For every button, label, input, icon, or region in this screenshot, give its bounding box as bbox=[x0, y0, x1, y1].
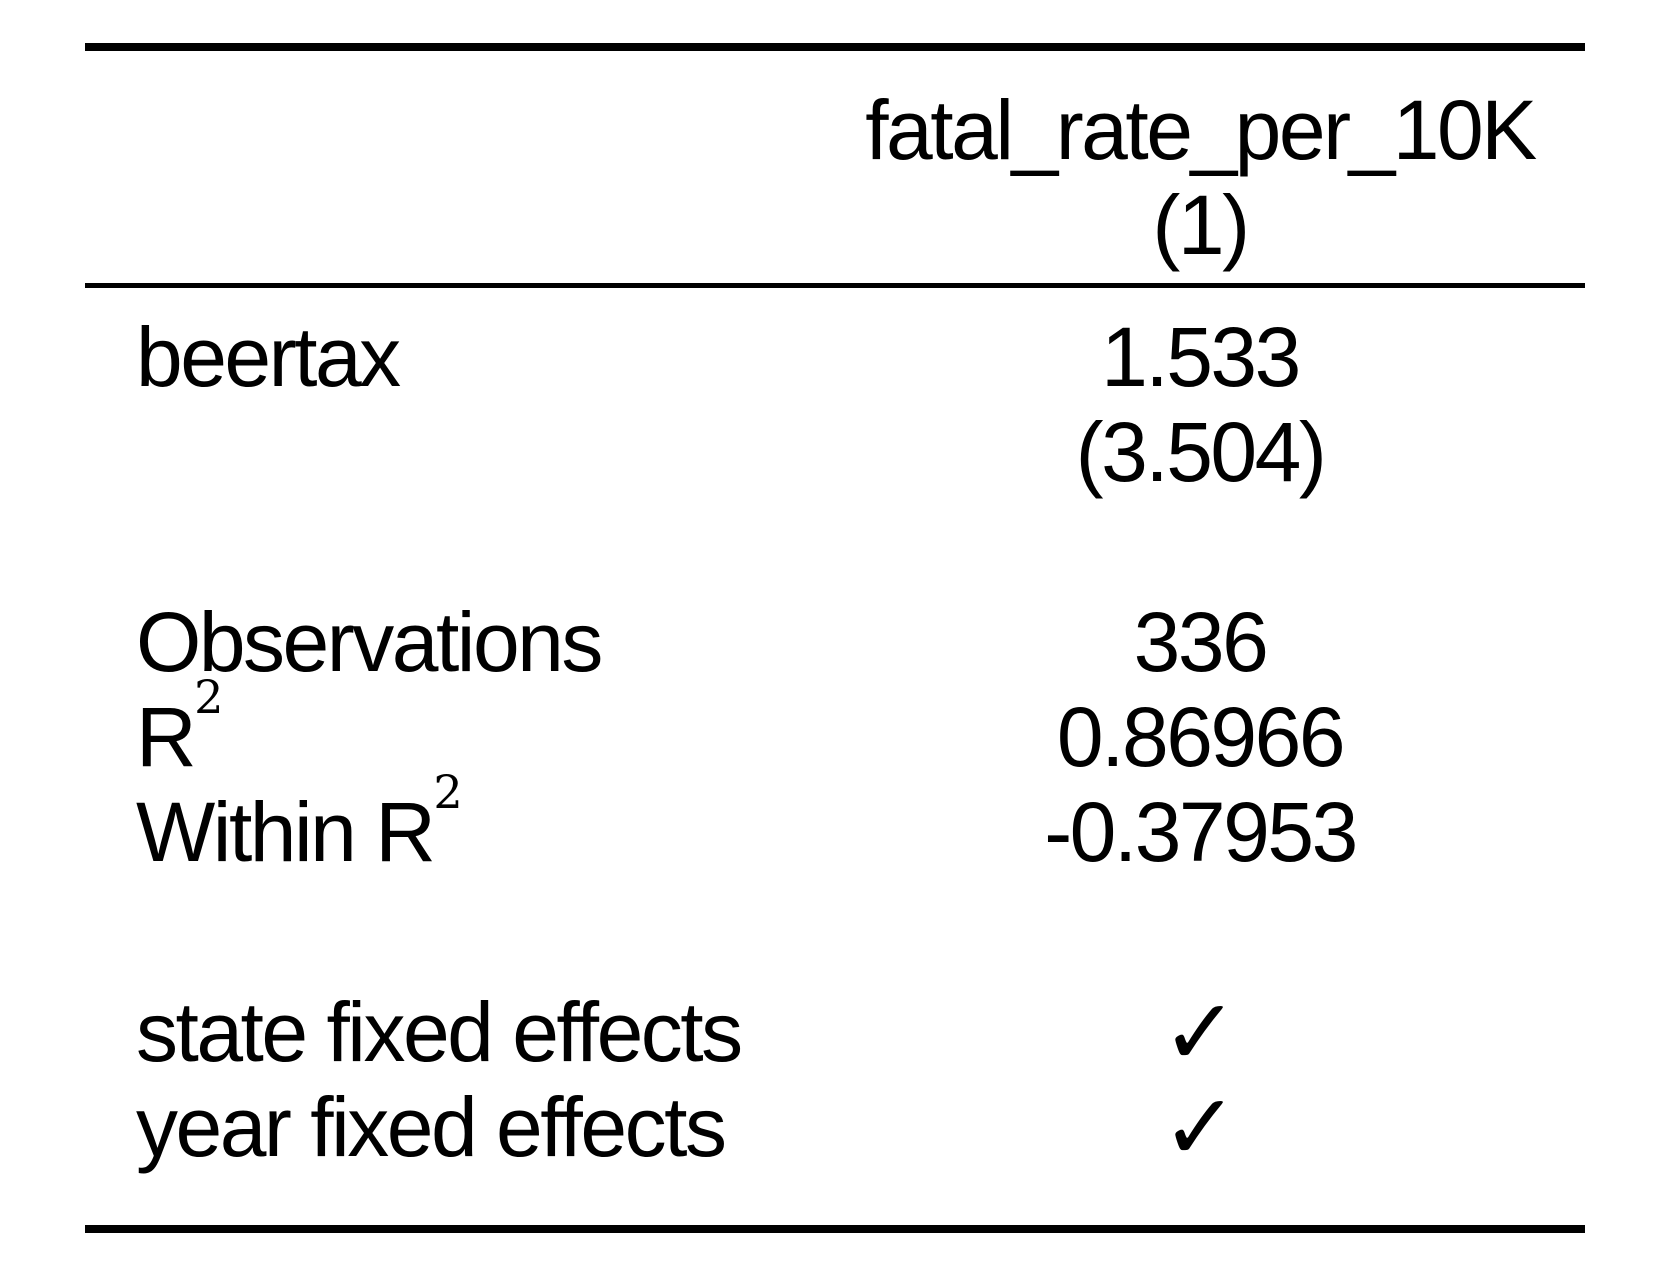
statistic-row-observations: Observations 336 bbox=[85, 595, 1585, 690]
table-body: beertax 1.533 (3.504) Observations 336 R… bbox=[85, 288, 1585, 1175]
table-header: fatal_rate_per_10K (1) bbox=[85, 51, 1585, 283]
coefficient-row: beertax 1.533 bbox=[85, 310, 1585, 405]
fixed-effect-row-year: year fixed effects ✓ bbox=[85, 1080, 1585, 1175]
coefficient-label: beertax bbox=[136, 310, 401, 404]
coefficient-estimate: 1.533 bbox=[1101, 310, 1301, 404]
bottom-rule bbox=[85, 1225, 1585, 1233]
statistic-label: Observations bbox=[136, 595, 603, 689]
statistic-value: 0.86966 bbox=[1056, 690, 1346, 784]
statistic-row-within-r-squared: Within R2 -0.37953 bbox=[85, 769, 1585, 880]
fixed-effect-row-state: state fixed effects ✓ bbox=[85, 985, 1585, 1080]
superscript-two: 2 bbox=[433, 764, 463, 819]
statistic-value: 336 bbox=[1133, 595, 1269, 689]
checkmark-icon: ✓ bbox=[1161, 979, 1239, 1086]
model-number-row: (1) bbox=[85, 178, 1585, 273]
empty-cell bbox=[85, 83, 815, 178]
fixed-effect-label: year fixed effects bbox=[136, 1080, 727, 1174]
statistic-label-base: R bbox=[136, 690, 197, 784]
regression-table: fatal_rate_per_10K (1) beertax 1.533 (3.… bbox=[85, 43, 1585, 1233]
statistic-value: -0.37953 bbox=[1044, 785, 1358, 879]
superscript-two: 2 bbox=[194, 669, 224, 724]
dependent-variable-row: fatal_rate_per_10K bbox=[85, 83, 1585, 178]
dependent-variable-header: fatal_rate_per_10K bbox=[865, 83, 1537, 177]
checkmark-icon: ✓ bbox=[1161, 1074, 1239, 1181]
empty-cell bbox=[85, 178, 815, 273]
statistic-label-base: Within R bbox=[136, 785, 436, 879]
fixed-effect-label: state fixed effects bbox=[136, 985, 743, 1079]
statistic-label: R2 bbox=[85, 674, 815, 785]
empty-cell bbox=[85, 405, 815, 500]
top-rule bbox=[85, 43, 1585, 51]
model-number-header: (1) bbox=[1152, 178, 1250, 272]
spacer-row bbox=[85, 880, 1585, 985]
statistic-label: Within R2 bbox=[85, 769, 815, 880]
mid-rule bbox=[85, 283, 1585, 288]
statistic-row-r-squared: R2 0.86966 bbox=[85, 674, 1585, 785]
spacer-row bbox=[85, 500, 1585, 595]
coefficient-std-error: (3.504) bbox=[1075, 405, 1327, 499]
std-error-row: (3.504) bbox=[85, 405, 1585, 500]
